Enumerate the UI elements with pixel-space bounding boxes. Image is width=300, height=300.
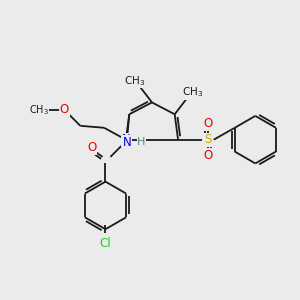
Text: O: O <box>87 142 96 154</box>
Text: CH$_3$: CH$_3$ <box>182 85 203 99</box>
Text: CH$_3$: CH$_3$ <box>124 74 145 88</box>
Text: Cl: Cl <box>100 237 111 250</box>
Text: H: H <box>137 137 145 147</box>
Text: CH$_3$: CH$_3$ <box>29 103 49 117</box>
Text: N: N <box>123 136 132 148</box>
Text: O: O <box>60 103 69 116</box>
Text: O: O <box>203 149 212 162</box>
Text: N: N <box>122 133 130 146</box>
Text: O: O <box>203 117 212 130</box>
Text: S: S <box>204 133 212 146</box>
